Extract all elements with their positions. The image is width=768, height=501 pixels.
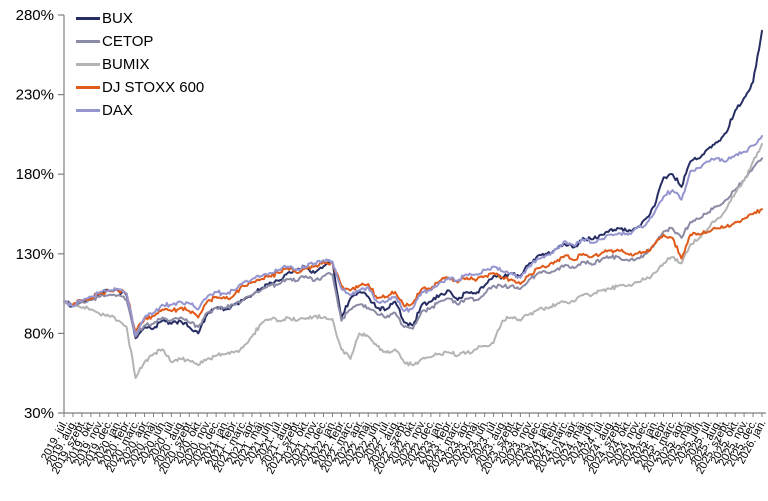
chart-legend: BUX CETOP BUMIX DJ STOXX 600 DAX xyxy=(76,8,204,121)
y-tick-label: 280% xyxy=(16,7,54,24)
series-line-bux xyxy=(63,29,763,340)
legend-swatch xyxy=(76,40,100,43)
legend-label: DAX xyxy=(102,102,133,119)
legend-item-bumix: BUMIX xyxy=(76,54,204,75)
series-line-dax xyxy=(63,135,763,336)
legend-label: BUX xyxy=(102,10,133,27)
legend-item-dj-stoxx-600: DJ STOXX 600 xyxy=(76,77,204,98)
series-line-cetop xyxy=(63,157,763,338)
legend-label: CETOP xyxy=(102,33,154,50)
series-line-dj-stoxx-600 xyxy=(63,208,763,333)
legend-swatch xyxy=(76,17,100,20)
legend-item-bux: BUX xyxy=(76,8,204,29)
series-line-bumix xyxy=(63,143,763,379)
legend-item-cetop: CETOP xyxy=(76,31,204,52)
legend-swatch xyxy=(76,86,100,89)
legend-swatch xyxy=(76,63,100,66)
y-tick-label: 230% xyxy=(16,87,54,104)
y-tick-label: 30% xyxy=(24,405,54,422)
y-tick-label: 80% xyxy=(24,325,54,342)
legend-item-dax: DAX xyxy=(76,100,204,121)
y-tick-label: 130% xyxy=(16,246,54,263)
legend-swatch xyxy=(76,109,100,112)
legend-label: DJ STOXX 600 xyxy=(102,79,205,96)
y-tick-label: 180% xyxy=(16,166,54,183)
legend-label: BUMIX xyxy=(102,56,150,73)
